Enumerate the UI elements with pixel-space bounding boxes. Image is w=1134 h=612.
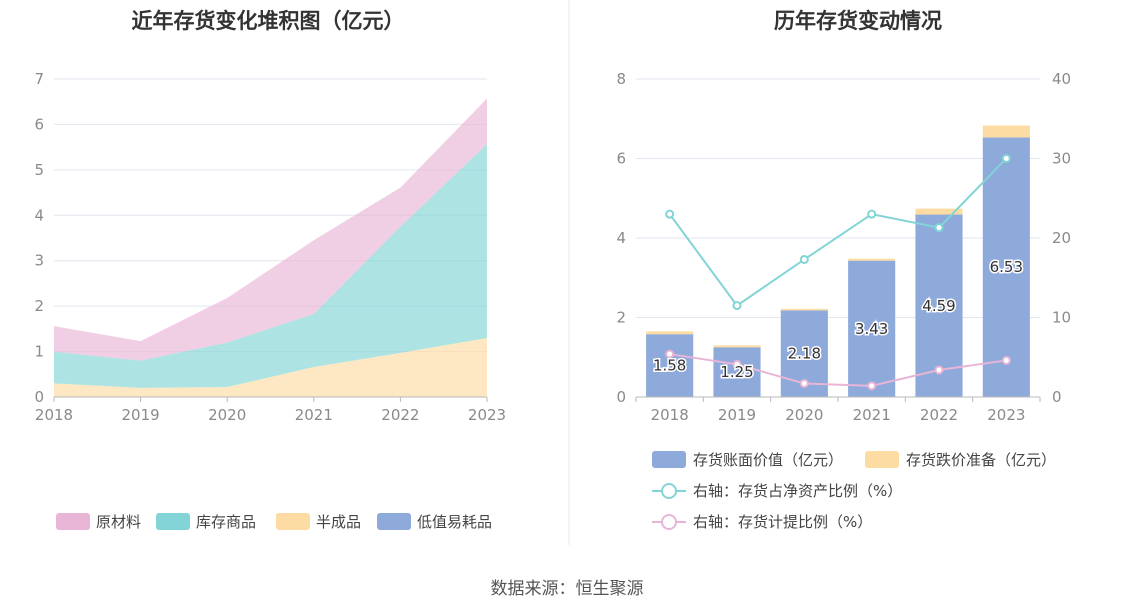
legend-label: 低值易耗品 bbox=[417, 513, 492, 531]
line-point bbox=[732, 301, 742, 311]
area-series bbox=[54, 98, 487, 361]
line-series bbox=[669, 353, 1007, 387]
legend-label: 存货账面价值（亿元） bbox=[693, 451, 843, 469]
line-point bbox=[799, 378, 809, 388]
y2-tick-label: 30 bbox=[1052, 150, 1071, 168]
y-tick-label: 6 bbox=[616, 150, 626, 168]
legend-swatch bbox=[865, 451, 899, 468]
y-tick-label: 7 bbox=[34, 70, 44, 88]
bar-value-label: 3.43 bbox=[855, 320, 888, 338]
legend-label: 右轴：存货占净资产比例（%） bbox=[693, 482, 902, 500]
legend-label: 半成品 bbox=[316, 513, 361, 531]
legend-label: 原材料 bbox=[96, 513, 141, 531]
area-series bbox=[54, 337, 487, 397]
y-tick-label: 2 bbox=[34, 297, 44, 315]
legend-label: 右轴：存货计提比例（%） bbox=[693, 513, 872, 531]
y-tick-label: 8 bbox=[616, 70, 626, 88]
line-point bbox=[1001, 154, 1011, 163]
bar-impairment bbox=[848, 258, 896, 261]
bar-value-label: 6.53 bbox=[990, 258, 1023, 276]
x-tick-label: 2018 bbox=[651, 406, 689, 424]
legend-swatch bbox=[276, 513, 310, 530]
legend-swatch bbox=[377, 513, 411, 530]
line-point bbox=[799, 254, 809, 264]
area-series bbox=[54, 143, 487, 388]
legend-swatch bbox=[156, 513, 190, 530]
legend-swatch bbox=[56, 513, 90, 530]
y2-tick-label: 20 bbox=[1052, 229, 1071, 247]
y-tick-label: 5 bbox=[34, 161, 44, 179]
line-series bbox=[668, 157, 1008, 307]
y-tick-label: 3 bbox=[34, 252, 44, 270]
line-point bbox=[732, 359, 742, 369]
chart-title: 近年存货变化堆积图（亿元） bbox=[132, 9, 405, 33]
bar-impairment bbox=[915, 208, 963, 215]
bar-impairment bbox=[646, 331, 694, 335]
x-tick-label: 2021 bbox=[295, 406, 333, 424]
y-tick-label: 0 bbox=[616, 388, 626, 406]
y2-tick-label: 0 bbox=[1052, 388, 1062, 406]
x-tick-label: 2018 bbox=[35, 406, 73, 424]
line-point bbox=[867, 209, 877, 219]
legend-label: 库存商品 bbox=[196, 513, 256, 531]
bar-impairment bbox=[713, 345, 761, 348]
y-tick-label: 2 bbox=[616, 309, 626, 327]
y2-tick-label: 10 bbox=[1052, 309, 1071, 327]
y-tick-label: 1 bbox=[34, 343, 44, 361]
x-tick-label: 2022 bbox=[920, 406, 958, 424]
line-point bbox=[665, 349, 675, 359]
line-point bbox=[934, 223, 944, 233]
chart-title: 历年存货变动情况 bbox=[774, 9, 942, 33]
x-tick-label: 2023 bbox=[468, 406, 506, 424]
bar-impairment bbox=[982, 125, 1030, 138]
bar-value-label: 2.18 bbox=[788, 345, 821, 363]
bar-impairment bbox=[780, 308, 828, 311]
x-tick-label: 2023 bbox=[987, 406, 1025, 424]
x-tick-label: 2019 bbox=[718, 406, 756, 424]
inventory-bar-chart: 历年存货变动情况 0 2 4 6 8 0 10 20 30 40 2018 2019 2020 2021 20… bbox=[616, 9, 1071, 531]
legend-label: 存货跌价准备（亿元） bbox=[906, 451, 1056, 469]
bar-book-value bbox=[646, 334, 694, 397]
y-tick-label: 4 bbox=[616, 229, 626, 247]
legend-marker bbox=[661, 514, 677, 530]
bar-value-label: 1.25 bbox=[720, 363, 753, 381]
y2-tick-label: 40 bbox=[1052, 70, 1071, 88]
legend-marker bbox=[661, 483, 677, 499]
bar-book-value bbox=[713, 347, 761, 397]
bar-value-label: 4.59 bbox=[922, 297, 955, 315]
line-point bbox=[1001, 355, 1011, 365]
line-point bbox=[867, 381, 877, 391]
bar-book-value bbox=[848, 260, 896, 397]
bar-book-value bbox=[982, 137, 1030, 397]
data-source-note: 数据来源：恒生聚源 bbox=[490, 579, 644, 599]
x-tick-label: 2020 bbox=[208, 406, 246, 424]
x-tick-label: 2019 bbox=[122, 406, 160, 424]
legend-swatch bbox=[652, 451, 686, 468]
line-point bbox=[934, 365, 944, 375]
x-tick-label: 2022 bbox=[381, 406, 419, 424]
stacked-area-chart: 近年存货变化堆积图（亿元） 0 1 2 3 4 5 6 7 2018 2019 2020 2021 202… bbox=[34, 9, 506, 531]
line-point bbox=[665, 209, 675, 219]
y-tick-label: 4 bbox=[34, 206, 44, 224]
y-tick-label: 6 bbox=[34, 115, 44, 133]
x-tick-label: 2020 bbox=[785, 406, 823, 424]
bar-value-label: 1.58 bbox=[653, 357, 686, 375]
y-tick-label: 0 bbox=[34, 388, 44, 406]
x-tick-label: 2021 bbox=[853, 406, 891, 424]
